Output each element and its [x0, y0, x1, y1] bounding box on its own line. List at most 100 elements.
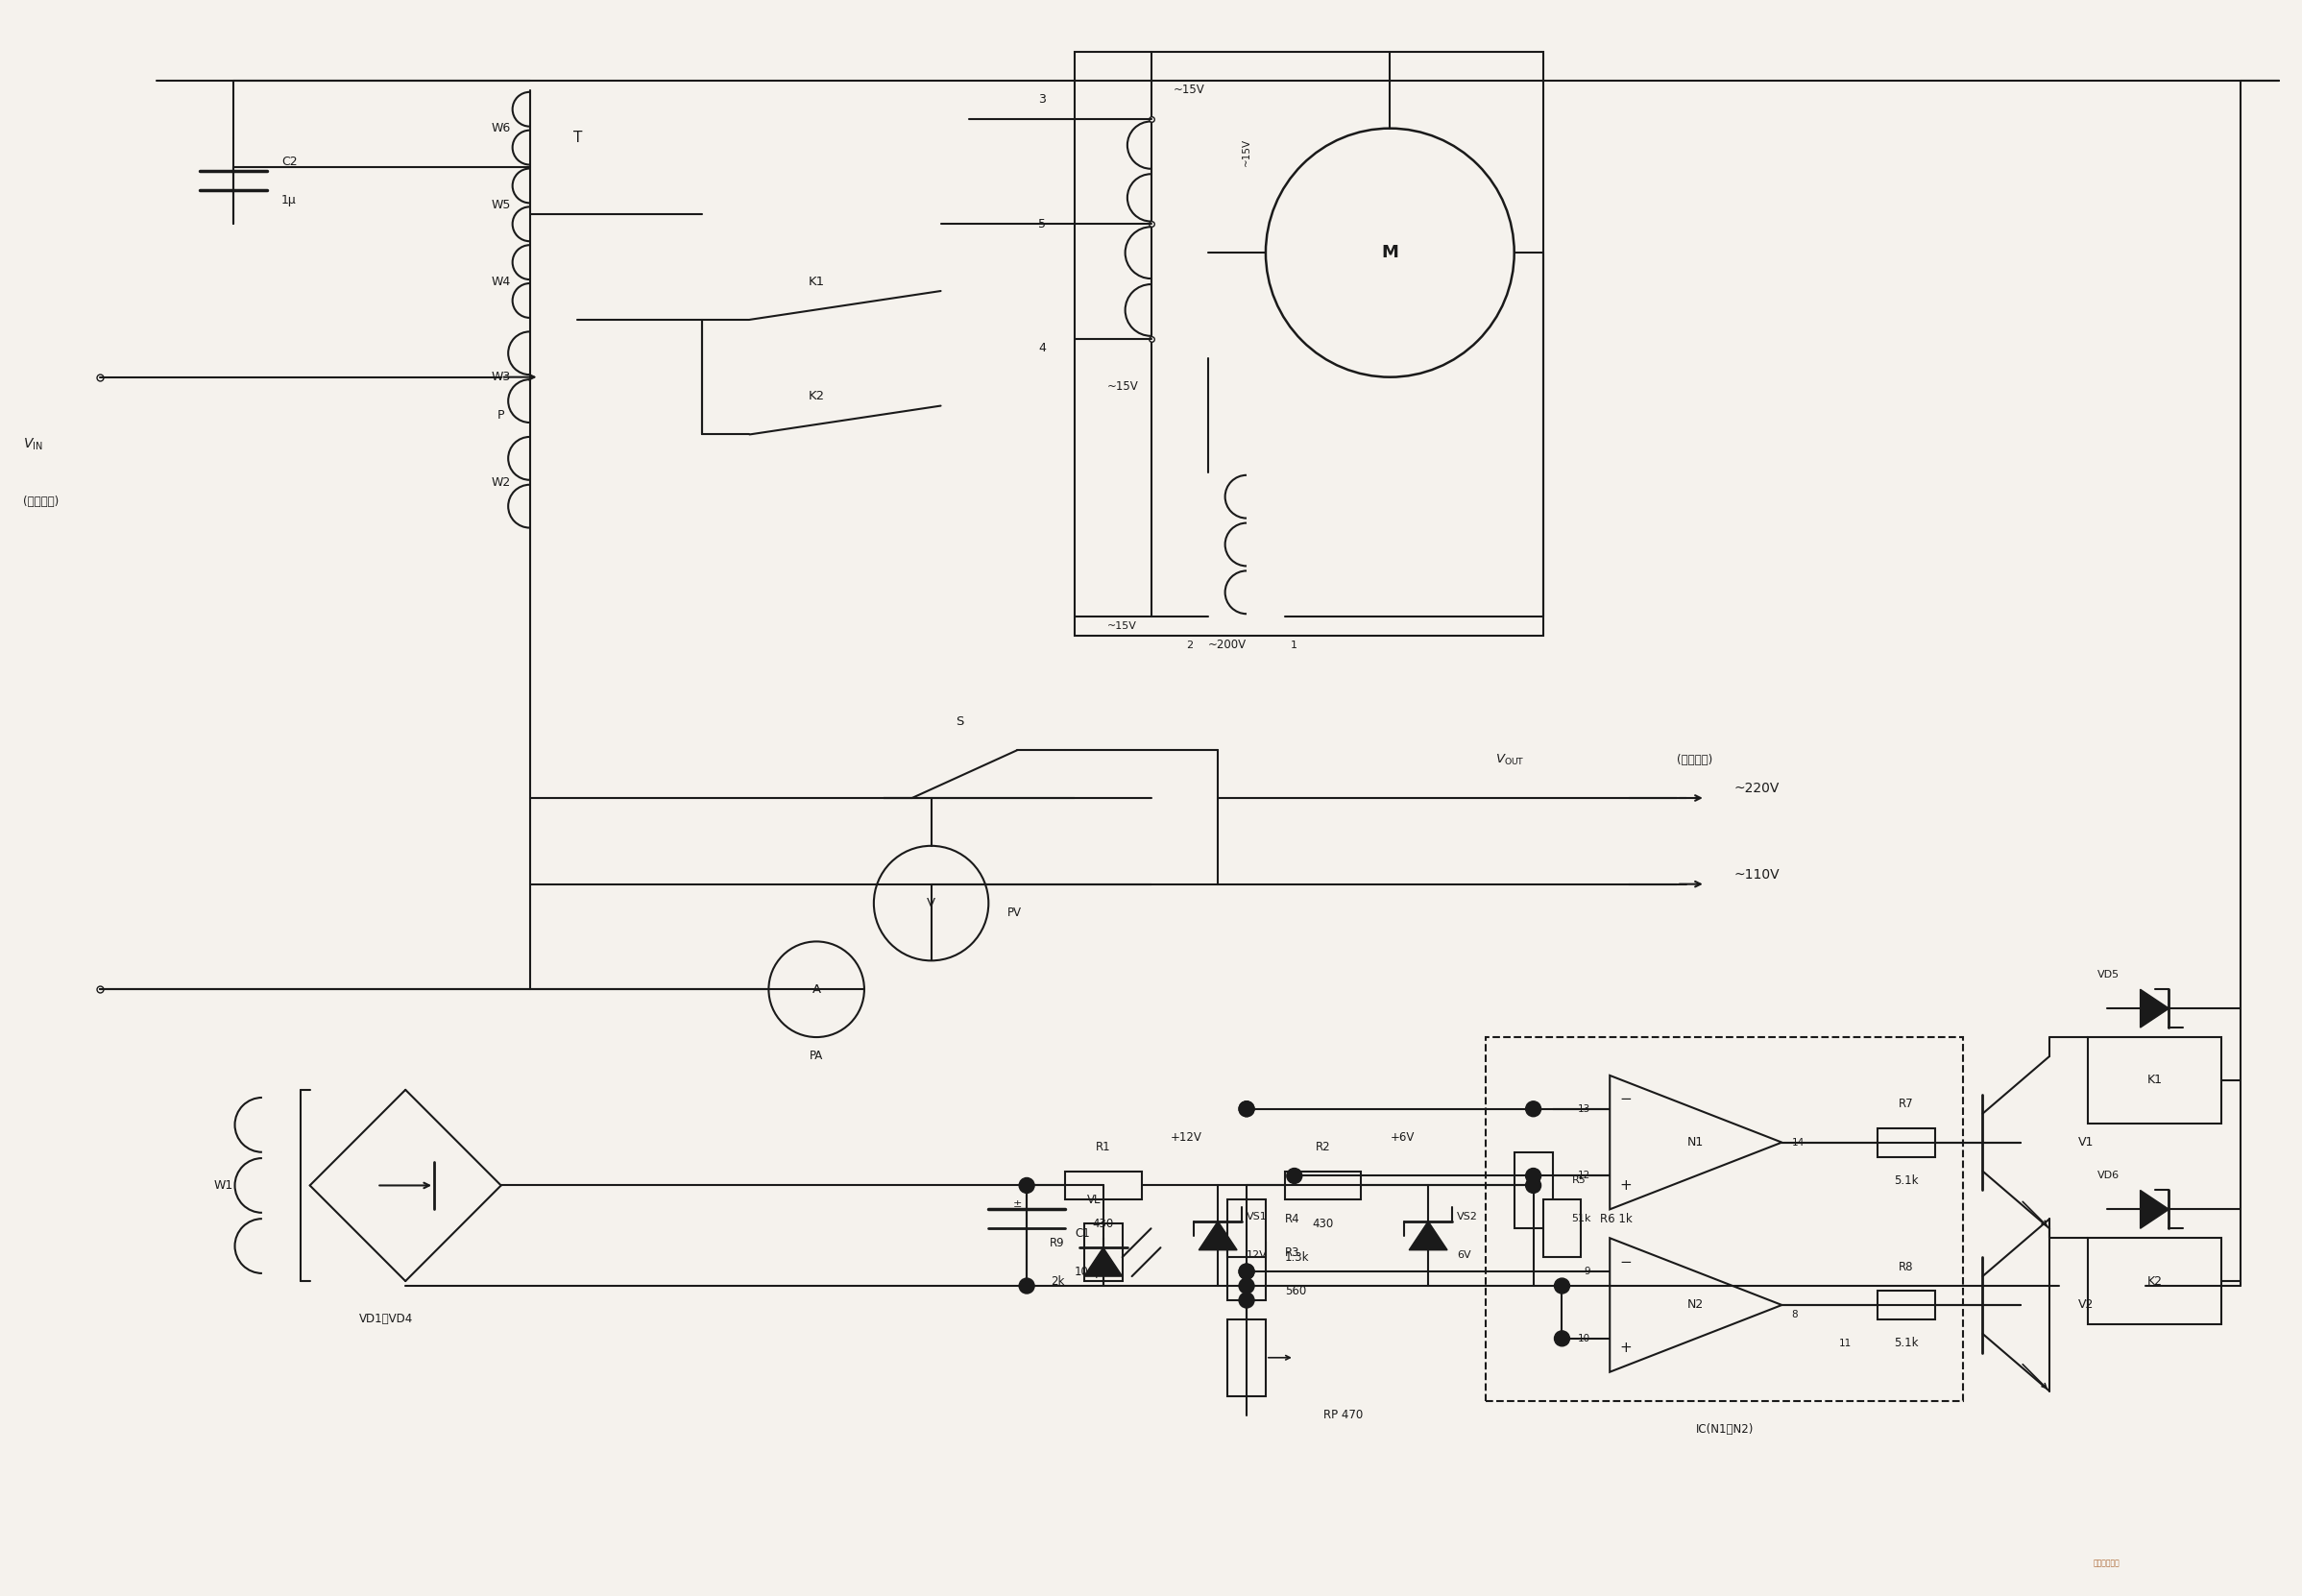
Text: T: T	[573, 131, 582, 145]
Text: 2k: 2k	[1052, 1275, 1066, 1288]
Text: +: +	[1618, 1178, 1632, 1192]
Text: N2: N2	[1687, 1299, 1703, 1312]
Circle shape	[1287, 1168, 1303, 1184]
Text: W1: W1	[214, 1179, 233, 1192]
Text: +12V: +12V	[1169, 1132, 1202, 1144]
Text: W5: W5	[490, 198, 511, 211]
Text: 51k: 51k	[1572, 1215, 1591, 1224]
Text: 1μ: 1μ	[281, 193, 297, 206]
Text: 430: 430	[1312, 1218, 1333, 1231]
Bar	[1515, 1152, 1552, 1229]
Text: VD1～VD4: VD1～VD4	[359, 1314, 414, 1326]
Circle shape	[1238, 1101, 1255, 1117]
Bar	[2088, 1238, 2221, 1325]
Bar	[1084, 1224, 1123, 1282]
Text: ~15V: ~15V	[1107, 621, 1137, 630]
Text: W4: W4	[490, 275, 511, 287]
Text: 2: 2	[1186, 640, 1192, 650]
Circle shape	[875, 846, 988, 961]
Bar	[1075, 51, 1542, 635]
Text: 1.3k: 1.3k	[1285, 1251, 1310, 1264]
Text: 13: 13	[1577, 1104, 1591, 1114]
Text: −: −	[1618, 1254, 1632, 1269]
Text: R4: R4	[1285, 1213, 1301, 1226]
Text: IC(N1、N2): IC(N1、N2)	[1697, 1424, 1754, 1436]
Circle shape	[1238, 1101, 1255, 1117]
Text: V: V	[928, 897, 935, 910]
Text: 8: 8	[1791, 1310, 1798, 1320]
Text: (稳压输出): (稳压输出)	[1676, 753, 1713, 766]
Circle shape	[1526, 1101, 1540, 1117]
Bar	[1227, 1243, 1266, 1301]
Text: VS2: VS2	[1457, 1211, 1478, 1221]
Text: K2: K2	[2148, 1275, 2162, 1288]
Text: VD5: VD5	[2097, 970, 2120, 980]
Text: M: M	[1381, 244, 1400, 262]
Text: R7: R7	[1899, 1098, 1913, 1111]
Circle shape	[1526, 1168, 1540, 1184]
Circle shape	[1238, 1264, 1255, 1278]
Text: W2: W2	[490, 476, 511, 488]
Circle shape	[1238, 1293, 1255, 1307]
Text: (市电电压): (市电电压)	[23, 495, 60, 508]
Text: R2: R2	[1314, 1141, 1331, 1154]
Text: VD6: VD6	[2097, 1171, 2120, 1181]
Text: VL: VL	[1087, 1194, 1100, 1207]
Bar	[1066, 1171, 1142, 1200]
Text: PV: PV	[1008, 907, 1022, 919]
Circle shape	[1238, 1264, 1255, 1278]
Text: K1: K1	[808, 275, 824, 287]
Circle shape	[769, 942, 863, 1037]
Text: S: S	[955, 715, 965, 728]
Text: 10: 10	[1579, 1334, 1591, 1344]
Text: 11: 11	[1839, 1339, 1851, 1349]
Text: 100μ: 100μ	[1075, 1266, 1103, 1278]
Text: R8: R8	[1899, 1261, 1913, 1274]
Text: ~15V: ~15V	[1241, 139, 1252, 166]
Bar	[1227, 1320, 1266, 1396]
Polygon shape	[1084, 1248, 1123, 1277]
Text: $V_{\rm IN}$: $V_{\rm IN}$	[23, 436, 44, 452]
Text: 3: 3	[1038, 94, 1045, 105]
Text: V1: V1	[2079, 1136, 2095, 1149]
Text: 5: 5	[1038, 217, 1045, 230]
Text: K2: K2	[808, 389, 824, 402]
Bar	[1542, 1200, 1581, 1258]
Text: PA: PA	[810, 1050, 824, 1063]
Text: N1: N1	[1687, 1136, 1703, 1149]
Text: W6: W6	[490, 123, 511, 134]
Text: R1: R1	[1096, 1141, 1110, 1154]
Text: 6V: 6V	[1457, 1250, 1471, 1259]
Text: −: −	[1618, 1092, 1632, 1106]
Text: R6 1k: R6 1k	[1600, 1213, 1632, 1226]
Text: 430: 430	[1093, 1218, 1114, 1231]
Polygon shape	[1409, 1221, 1448, 1250]
Text: 5.1k: 5.1k	[1895, 1175, 1918, 1187]
Bar	[2088, 1037, 2221, 1124]
Text: R5: R5	[1572, 1176, 1586, 1186]
Text: 5.1k: 5.1k	[1895, 1337, 1918, 1350]
Bar	[1227, 1200, 1266, 1258]
Text: $V_{\rm OUT}$: $V_{\rm OUT}$	[1494, 752, 1524, 768]
Bar	[1285, 1171, 1360, 1200]
Circle shape	[1020, 1178, 1034, 1194]
Text: ~15V: ~15V	[1107, 380, 1137, 393]
Bar	[1878, 1291, 1934, 1320]
Text: K1: K1	[2148, 1074, 2162, 1087]
Polygon shape	[2141, 990, 2168, 1028]
Text: A: A	[813, 983, 822, 996]
Text: VS1: VS1	[1248, 1211, 1268, 1221]
Text: 560: 560	[1285, 1285, 1305, 1298]
Circle shape	[1554, 1278, 1570, 1293]
Text: C1: C1	[1075, 1227, 1089, 1240]
Text: 14: 14	[1791, 1138, 1805, 1148]
Text: P: P	[497, 409, 504, 421]
Bar	[1485, 1037, 1964, 1401]
Text: R9: R9	[1050, 1237, 1066, 1250]
Text: 1: 1	[1291, 640, 1298, 650]
Circle shape	[1238, 1278, 1255, 1293]
Text: R3: R3	[1285, 1246, 1301, 1259]
Circle shape	[1526, 1178, 1540, 1194]
Text: RP 470: RP 470	[1324, 1409, 1363, 1422]
Text: ~15V: ~15V	[1174, 85, 1204, 96]
